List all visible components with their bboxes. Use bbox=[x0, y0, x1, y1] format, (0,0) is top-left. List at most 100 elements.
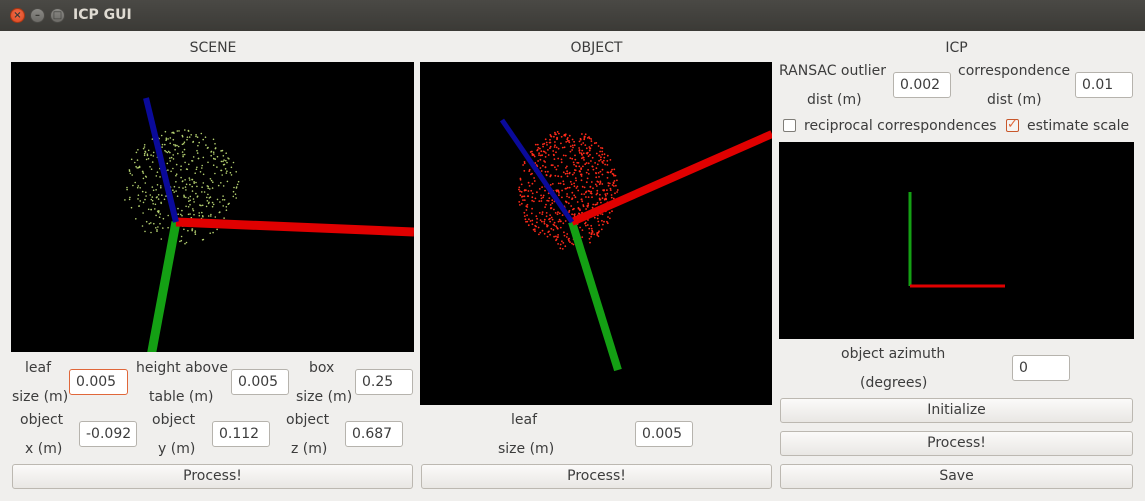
point-cloud-point bbox=[531, 199, 534, 202]
point-cloud-point bbox=[538, 233, 540, 236]
point-cloud-point bbox=[129, 196, 131, 199]
point-cloud-point bbox=[185, 196, 187, 199]
point-cloud-point bbox=[527, 181, 530, 184]
point-cloud-point bbox=[541, 213, 544, 216]
point-cloud-point bbox=[520, 202, 523, 205]
estimate-scale-label[interactable]: estimate scale bbox=[1027, 118, 1130, 134]
scene-process-button[interactable]: Process! bbox=[12, 464, 413, 489]
reciprocal-correspondences-label[interactable]: reciprocal correspondences bbox=[804, 118, 997, 134]
point-cloud-point bbox=[225, 159, 227, 162]
point-cloud-point bbox=[189, 183, 191, 186]
point-cloud-point bbox=[581, 157, 583, 160]
scene-height-above-table-input[interactable] bbox=[231, 369, 289, 395]
point-cloud-point bbox=[590, 227, 593, 230]
icp-azimuth-label-2: (degrees) bbox=[860, 375, 928, 391]
icp-initialize-button[interactable]: Initialize bbox=[780, 398, 1133, 423]
point-cloud-point bbox=[585, 152, 588, 154]
point-cloud-point bbox=[194, 231, 196, 234]
scene-object-x-input[interactable] bbox=[79, 421, 137, 447]
point-cloud-point bbox=[587, 204, 590, 207]
reciprocal-correspondences-checkbox[interactable] bbox=[783, 119, 796, 132]
point-cloud-point bbox=[592, 168, 595, 171]
point-cloud-point bbox=[533, 180, 536, 182]
icp-process-button[interactable]: Process! bbox=[780, 431, 1133, 456]
point-cloud-point bbox=[536, 221, 538, 224]
point-cloud-point bbox=[156, 229, 158, 231]
point-cloud-point bbox=[172, 167, 174, 170]
icp-ransac-outlier-input[interactable] bbox=[893, 72, 951, 98]
point-cloud-point bbox=[562, 183, 565, 186]
point-cloud-point bbox=[550, 216, 553, 219]
point-cloud-point bbox=[613, 168, 616, 171]
point-cloud-point bbox=[195, 192, 197, 195]
object-viewer[interactable] bbox=[420, 62, 774, 405]
point-cloud-point bbox=[188, 163, 190, 166]
point-cloud-point bbox=[572, 146, 574, 149]
point-cloud-point bbox=[595, 185, 598, 187]
estimate-scale-checkbox[interactable] bbox=[1006, 117, 1019, 132]
point-cloud-point bbox=[191, 229, 193, 232]
point-cloud-point bbox=[531, 219, 534, 222]
scene-viewer[interactable] bbox=[11, 62, 415, 368]
point-cloud-point bbox=[177, 145, 180, 148]
point-cloud-point bbox=[134, 161, 136, 164]
window-close-button[interactable]: × bbox=[10, 8, 25, 23]
point-cloud-point bbox=[184, 129, 186, 131]
point-cloud-point bbox=[199, 171, 202, 173]
point-cloud-point bbox=[531, 196, 534, 199]
point-cloud-point bbox=[143, 152, 146, 155]
point-cloud-point bbox=[182, 155, 184, 158]
scene-object-z-input[interactable] bbox=[345, 421, 403, 447]
point-cloud-point bbox=[147, 208, 150, 211]
point-cloud-point bbox=[551, 218, 554, 221]
point-cloud-point bbox=[610, 194, 613, 196]
point-cloud-point bbox=[587, 219, 589, 221]
point-cloud-point bbox=[192, 209, 195, 212]
point-cloud-point bbox=[587, 162, 590, 165]
point-cloud-point bbox=[601, 183, 604, 185]
point-cloud-point bbox=[596, 163, 599, 166]
icp-viewer[interactable] bbox=[779, 142, 1134, 339]
point-cloud-point bbox=[608, 182, 611, 185]
icp-result-view bbox=[908, 192, 1005, 288]
point-cloud-point bbox=[522, 199, 524, 202]
point-cloud-point bbox=[546, 144, 548, 146]
icp-header: ICP bbox=[945, 40, 968, 56]
point-cloud-point bbox=[600, 156, 602, 159]
point-cloud-point bbox=[614, 174, 617, 177]
icp-correspondence-dist-input[interactable] bbox=[1075, 72, 1133, 98]
point-cloud-point bbox=[164, 130, 167, 133]
point-cloud-point bbox=[518, 201, 521, 203]
point-cloud-point bbox=[537, 226, 540, 229]
window-minimize-button[interactable]: – bbox=[30, 8, 45, 23]
point-cloud-point bbox=[210, 179, 213, 182]
scene-object-y-input[interactable] bbox=[212, 421, 270, 447]
point-cloud-point bbox=[172, 154, 174, 156]
point-cloud-point bbox=[553, 154, 555, 157]
point-cloud-point bbox=[605, 198, 608, 201]
point-cloud-point bbox=[221, 149, 224, 152]
window-maximize-button[interactable]: □ bbox=[50, 8, 65, 23]
point-cloud-point bbox=[212, 138, 215, 141]
scene-object-z-label-2: z (m) bbox=[291, 441, 328, 457]
icp-object-azimuth-input[interactable] bbox=[1012, 355, 1070, 381]
point-cloud-point bbox=[539, 231, 542, 234]
point-cloud-point bbox=[585, 190, 588, 193]
point-cloud-point bbox=[536, 217, 538, 220]
object-leaf-size-input[interactable] bbox=[635, 421, 693, 447]
point-cloud-point bbox=[597, 220, 600, 223]
object-process-button[interactable]: Process! bbox=[421, 464, 772, 489]
point-cloud-point bbox=[593, 216, 596, 219]
point-cloud-point bbox=[578, 165, 581, 168]
point-cloud-point bbox=[578, 140, 581, 143]
icp-save-button[interactable]: Save bbox=[780, 464, 1133, 489]
point-cloud-point bbox=[156, 171, 159, 173]
point-cloud-point bbox=[567, 202, 570, 205]
point-cloud-point bbox=[223, 159, 225, 161]
scene-box-size-input[interactable] bbox=[355, 369, 413, 395]
point-cloud-point bbox=[154, 208, 156, 210]
point-cloud-point bbox=[594, 203, 597, 206]
point-cloud-point bbox=[587, 169, 589, 171]
point-cloud-point bbox=[210, 154, 212, 157]
scene-leaf-size-input[interactable] bbox=[69, 369, 128, 395]
